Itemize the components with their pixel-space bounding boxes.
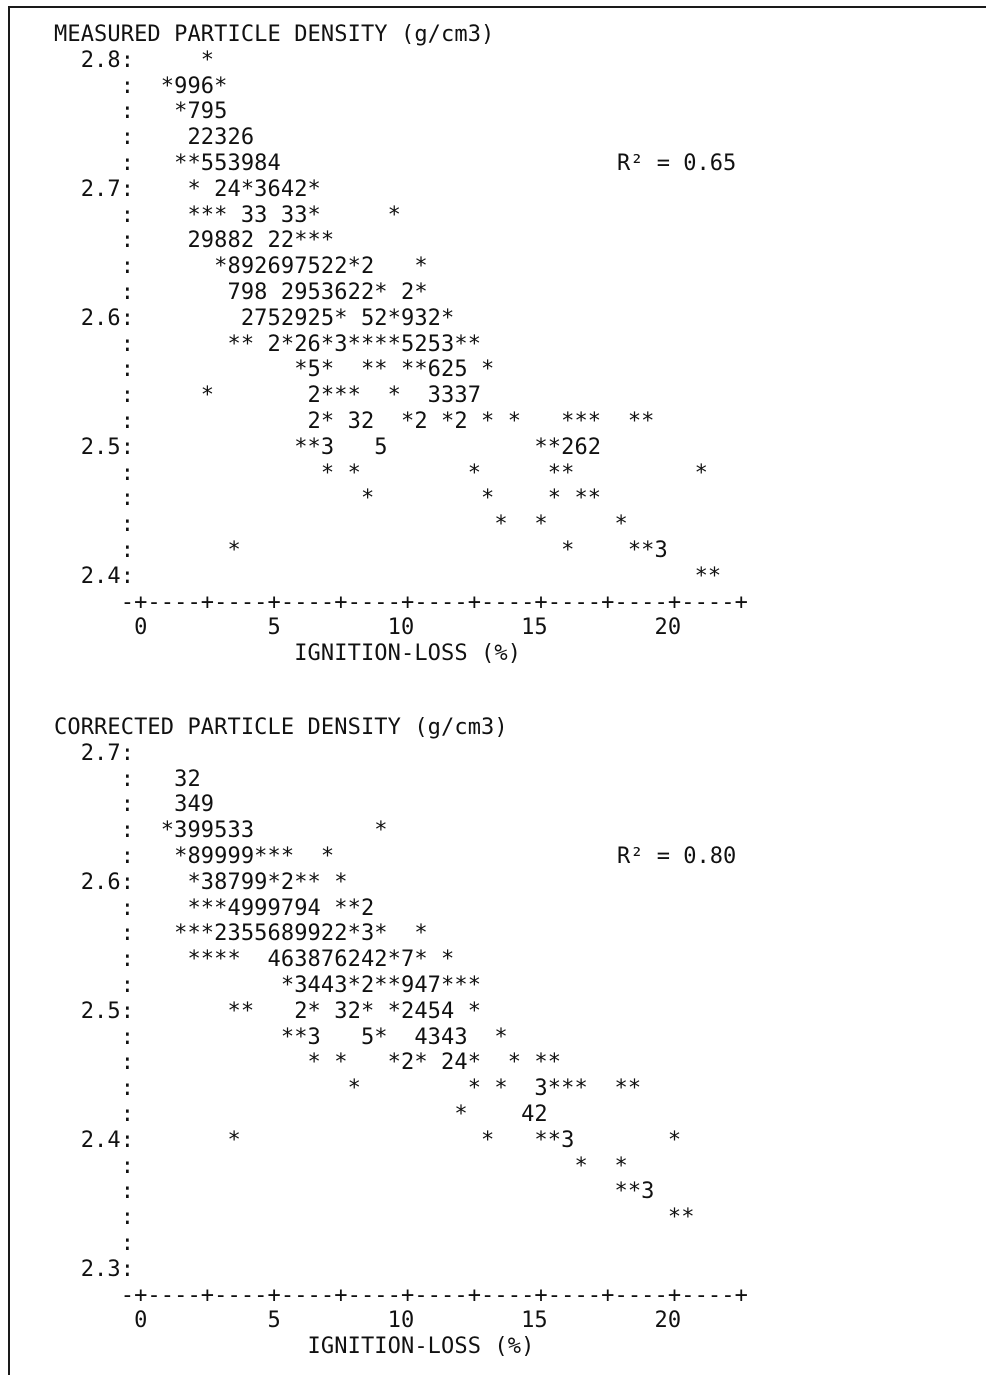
plot-row: -+----+----+----+----+----+----+----+---… xyxy=(54,1282,748,1308)
r-squared-label: R² = 0.65 xyxy=(617,151,737,176)
plot-row: : ***2355689922*3* * xyxy=(54,921,428,947)
plot-row: : *** 33 33* * xyxy=(54,202,401,228)
plot-row: : **3 xyxy=(54,1179,655,1205)
plot-row: 2.7: * 24*3642* xyxy=(54,176,321,202)
plot-row: 2.4: * * **3 * xyxy=(54,1127,682,1153)
plot-row: : * 42 xyxy=(54,1101,548,1127)
plot-row: 2.5: ** 2* 32* *2454 * xyxy=(54,998,482,1024)
plot-row: : ***4999794 **2 xyxy=(54,895,375,921)
plot-row: : ** xyxy=(54,1205,695,1231)
plot-row: 2.6: *38799*2** * xyxy=(54,869,348,895)
plot-row: 2.5: **3 5 **262 xyxy=(54,434,602,460)
plot-row: 2.6: 2752925* 52*932* xyxy=(54,305,455,331)
measured-density-chart: MEASURED PARTICLE DENSITY (g/cm3) 2.8: *… xyxy=(0,22,987,672)
plot-row: : * * * ** * xyxy=(54,460,708,486)
plot-row: : *3443*2**947*** xyxy=(54,972,482,998)
plot-row: : 349 xyxy=(54,792,215,818)
plot-row: : **553984 xyxy=(54,150,281,176)
plot-row: : * * * xyxy=(54,512,628,538)
plot-row: -+----+----+----+----+----+----+----+---… xyxy=(54,589,748,615)
plot-row: : * * * 3*** ** xyxy=(54,1076,642,1102)
plot-row: : * * **3 xyxy=(54,537,668,563)
plot-area: 2.7: : 32 : 349 : *399533 * : *89999*** … xyxy=(54,741,748,1359)
plot-row: : *892697522*2 * xyxy=(54,254,428,280)
plot-row: : * * * ** xyxy=(54,486,602,512)
plot-row: : *89999*** * xyxy=(54,843,335,869)
plot-row: : * * xyxy=(54,1153,628,1179)
plot-row: : 29882 22*** xyxy=(54,228,335,254)
r-squared-label: R² = 0.80 xyxy=(617,844,737,869)
plot-row: : ** 2*26*3****5253** xyxy=(54,331,482,357)
plot-row: : 32 xyxy=(54,766,201,792)
plot-row: : 798 2953622* 2* xyxy=(54,279,428,305)
plot-area: 2.8: * : *996* : *795 : 22326 : **553984… xyxy=(54,48,748,666)
corrected-density-chart: CORRECTED PARTICLE DENSITY (g/cm3) 2.7: … xyxy=(0,715,987,1365)
plot-row: : *795 xyxy=(54,99,228,125)
plot-row: : 22326 xyxy=(54,125,255,151)
plot-row: : **3 5* 4343 * xyxy=(54,1024,508,1050)
plot-row: 2.8: * xyxy=(54,47,215,73)
plot-row: 2.7: xyxy=(54,740,135,766)
plot-row: : *5* ** **625 * xyxy=(54,357,495,383)
plot-row: : * 2*** * 3337 xyxy=(54,383,482,409)
page-frame xyxy=(8,6,986,1375)
plot-row: : xyxy=(54,1230,135,1256)
plot-row: IGNITION-LOSS (%) xyxy=(54,641,522,667)
plot-row: 2.4: ** xyxy=(54,563,722,589)
plot-row: : *399533 * xyxy=(54,818,388,844)
plot-row: : * * *2* 24* * ** xyxy=(54,1050,562,1076)
plot-row: : 2* 32 *2 *2 * * *** ** xyxy=(54,408,655,434)
plot-row: 2.3: xyxy=(54,1256,135,1282)
chart-title: CORRECTED PARTICLE DENSITY (g/cm3) xyxy=(54,715,508,740)
plot-row: 0 5 10 15 20 xyxy=(54,1308,682,1334)
plot-row: : **** 463876242*7* * xyxy=(54,947,455,973)
plot-row: 0 5 10 15 20 xyxy=(54,615,682,641)
plot-row: : *996* xyxy=(54,73,228,99)
chart-title: MEASURED PARTICLE DENSITY (g/cm3) xyxy=(54,22,495,47)
plot-row: IGNITION-LOSS (%) xyxy=(54,1334,535,1360)
